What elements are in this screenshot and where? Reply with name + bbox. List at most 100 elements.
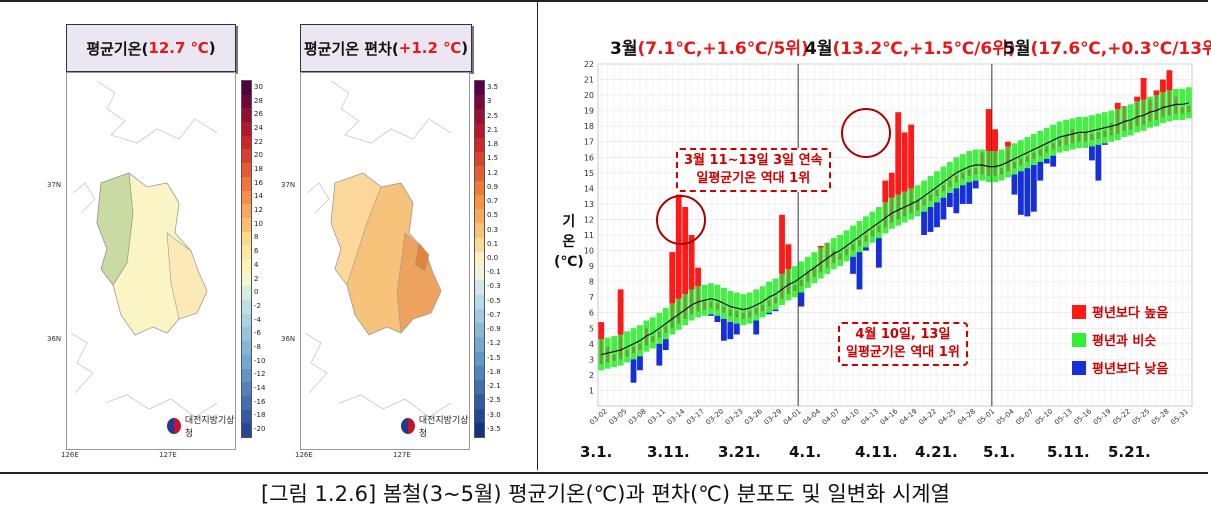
- daily-mean-marker: [1116, 109, 1120, 134]
- y-tick-label: 20: [584, 91, 594, 100]
- timeseries-chart: 1234567891011121314151617181920212203-02…: [584, 60, 1193, 427]
- callout-march-line2: 일평균기온 역대 1위: [696, 171, 811, 186]
- daily-mean-marker: [1090, 133, 1094, 141]
- y-tick-label: 4: [589, 340, 594, 349]
- lon-label-127e: 127E: [159, 451, 177, 459]
- map-title-anomaly-suffix: ): [461, 39, 469, 57]
- below-normal-bar: [856, 252, 863, 290]
- colorbar-tick-label: 0.3: [487, 225, 499, 234]
- colorbar-tick-label: 1.5: [487, 154, 499, 163]
- date-label-0411: 4.11.: [855, 443, 898, 461]
- colorbar-segment: [475, 180, 484, 196]
- below-normal-bar: [1050, 155, 1057, 167]
- daily-mean-marker: [1051, 143, 1055, 150]
- colorbar-segment: [475, 351, 484, 367]
- colorbar-segment: [475, 251, 484, 267]
- colorbar-tick-label: -0.9: [487, 325, 501, 334]
- x-tick-label: 03-26: [743, 407, 764, 427]
- date-label-0511: 5.11.: [1047, 443, 1090, 461]
- callout-april-line1: 4월 10일, 13일: [855, 327, 951, 342]
- y-tick-label: 19: [584, 107, 594, 116]
- legend-item-normal: 평년과 비슷: [1072, 330, 1156, 349]
- daily-mean-marker: [1000, 168, 1003, 175]
- kma-logo-text: 대전지방기상청: [418, 416, 469, 439]
- daily-mean-marker: [793, 284, 797, 291]
- y-tick-label: 16: [584, 153, 594, 162]
- panel-divider: [537, 0, 538, 470]
- daily-mean-marker: [787, 269, 790, 295]
- daily-mean-marker: [825, 242, 829, 268]
- colorbar-segment: [242, 245, 251, 260]
- x-tick-label: 05-31: [1169, 407, 1190, 426]
- daily-mean-marker: [761, 304, 765, 312]
- daily-mean-marker: [858, 239, 861, 246]
- daily-mean-marker: [799, 280, 803, 287]
- daily-mean-marker: [1103, 130, 1107, 138]
- daily-mean-marker: [664, 326, 668, 333]
- legend-label-above: 평년보다 높음: [1092, 306, 1169, 321]
- month-header-april: 4월(13.2℃,+1.5℃/6위): [805, 34, 1016, 59]
- legend-item-below: 평년보다 낮음: [1072, 358, 1168, 377]
- x-tick-label: 03-23: [724, 407, 745, 426]
- daily-mean-marker: [606, 346, 610, 363]
- colorbar-segment: [242, 217, 251, 233]
- colorbar-segment: [475, 81, 484, 96]
- daily-mean-marker: [993, 151, 997, 176]
- daily-mean-marker: [683, 294, 687, 319]
- colorbar-segment: [242, 341, 251, 356]
- daily-mean-marker: [1155, 95, 1158, 120]
- colorbar-segment: [475, 166, 484, 182]
- daily-mean-marker: [948, 180, 952, 187]
- month-header-may-stats: (17.6℃,+0.3℃/13위): [1030, 39, 1211, 59]
- y-axis-label-line3: (℃): [554, 254, 584, 270]
- colorbar-segment: [242, 259, 251, 274]
- kma-emblem-icon: [167, 418, 181, 434]
- daily-mean-marker: [1084, 132, 1087, 142]
- colorbar-tick-label: -0.3: [487, 282, 501, 291]
- colorbar-segment: [242, 135, 251, 150]
- date-label-0321: 3.21.: [718, 443, 761, 461]
- x-tick-label: 04-07: [821, 407, 842, 426]
- below-normal-bar: [953, 188, 960, 214]
- daily-mean-marker: [1012, 161, 1016, 169]
- month-header-may-label: 5월: [1003, 39, 1031, 59]
- colorbar-tick-label: -0.5: [487, 296, 501, 305]
- above-normal-bar: [779, 214, 785, 274]
- below-normal-bar: [1037, 161, 1044, 181]
- below-normal-bar: [940, 197, 947, 220]
- month-header-may: 5월(17.6℃,+0.3℃/13위): [1003, 34, 1211, 59]
- daily-mean-marker: [728, 309, 732, 316]
- colorbar-tick-label: -18: [254, 411, 266, 420]
- daily-mean-marker: [1129, 121, 1133, 130]
- date-label-0301: 3.1.: [580, 443, 613, 461]
- colorbar-tick-label: 2.5: [487, 111, 499, 120]
- colorbar-segment: [475, 422, 484, 438]
- map-mean-svg: [70, 80, 218, 418]
- daily-mean-marker: [677, 298, 681, 324]
- daily-mean-marker: [961, 172, 965, 180]
- colorbar-tick-label: 2: [254, 274, 259, 283]
- highlight-circle-april: [841, 108, 891, 158]
- colorbar-segment: [475, 266, 484, 281]
- y-tick-label: 6: [589, 309, 594, 318]
- colorbar-tick-label: -0.1: [487, 268, 501, 277]
- legend-item-above: 평년보다 높음: [1072, 302, 1168, 321]
- legend-label-below: 평년보다 낮음: [1092, 362, 1169, 377]
- x-tick-label: 05-04: [995, 407, 1016, 427]
- colorbar-tick-label: 0.1: [487, 239, 499, 248]
- below-normal-bar: [656, 343, 663, 366]
- kma-logo-left: 대전지방기상청: [167, 413, 235, 439]
- daily-mean-marker: [780, 273, 784, 299]
- below-normal-bar: [927, 207, 934, 232]
- colorbar-tick-label: -4: [254, 315, 261, 324]
- colorbar-segment: [475, 209, 484, 224]
- colorbar-tick-label: -1.5: [487, 353, 501, 362]
- date-label-0311: 3.11.: [647, 443, 690, 461]
- colorbar-tick-label: 2.1: [487, 125, 499, 134]
- daily-mean-marker: [657, 331, 661, 338]
- above-normal-bar: [1134, 96, 1141, 102]
- above-normal-bar: [1140, 77, 1147, 100]
- x-tick-label: 05-25: [1131, 407, 1152, 426]
- y-tick-label: 2: [589, 371, 594, 380]
- daily-mean-marker: [1187, 105, 1191, 113]
